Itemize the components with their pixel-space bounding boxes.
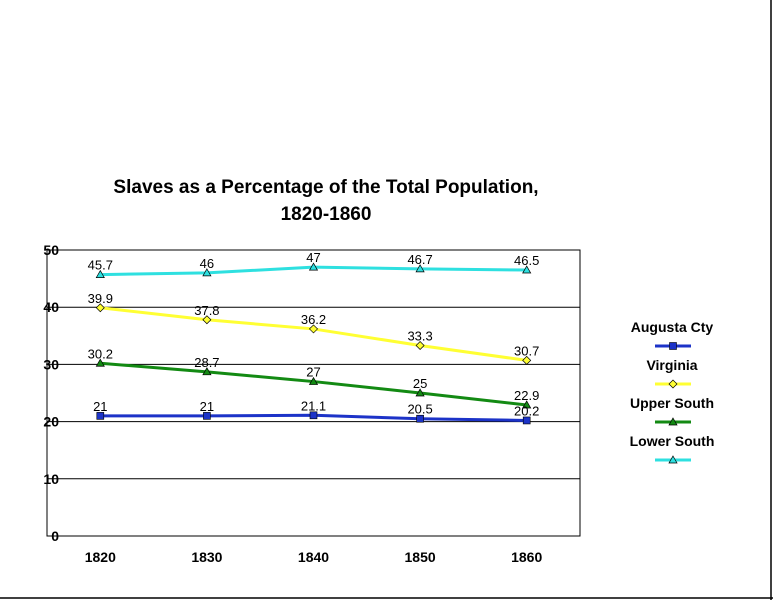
y-axis-ticks: 0 10 20 30 40 50	[43, 242, 59, 544]
x-tick-label: 1850	[405, 549, 436, 565]
legend-entry-augusta-cty: Augusta Cty	[631, 319, 714, 350]
y-tick-label: 30	[43, 356, 59, 372]
data-label-augusta-cty: 21	[93, 399, 107, 414]
legend-label: Upper South	[630, 395, 714, 411]
legend: Augusta Cty Virginia Upper South Lower Sout…	[630, 319, 715, 464]
data-label-virginia: 37.8	[194, 303, 219, 318]
legend-label: Lower South	[630, 433, 715, 449]
x-tick-label: 1830	[191, 549, 222, 565]
data-point-upper-south	[522, 400, 532, 409]
x-tick-label: 1820	[85, 549, 116, 565]
data-label-lower-south: 46.7	[407, 252, 432, 267]
data-labels: 21 21 21.1 20.5 20.2 39.9 37.8 36.2 33.3 30.7 30.2…	[88, 250, 540, 418]
data-point-virginia	[95, 303, 105, 313]
series-lines	[95, 262, 532, 425]
data-label-lower-south: 45.7	[88, 258, 113, 273]
data-label-virginia: 30.7	[514, 343, 539, 358]
data-point-virginia	[202, 315, 212, 325]
data-label-lower-south: 46.5	[514, 253, 539, 268]
x-tick-label: 1840	[298, 549, 329, 565]
y-tick-label: 10	[43, 471, 59, 487]
legend-swatch-marker	[669, 342, 677, 350]
data-label-virginia: 33.3	[407, 329, 432, 344]
data-point-upper-south	[308, 376, 319, 385]
gridlines	[47, 306, 580, 480]
data-point-augusta-cty	[522, 416, 531, 425]
legend-swatch-marker	[668, 417, 678, 426]
y-tick-label: 40	[43, 299, 59, 315]
series-upper-south	[95, 358, 532, 409]
data-label-virginia: 39.9	[88, 291, 113, 306]
data-label-upper-south: 30.2	[88, 346, 113, 361]
legend-entry-upper-south: Upper South	[630, 395, 714, 426]
data-point-virginia	[415, 341, 425, 351]
data-label-augusta-cty: 20.5	[407, 402, 432, 417]
data-label-upper-south: 27	[306, 365, 320, 380]
data-point-lower-south	[308, 262, 319, 271]
data-point-lower-south	[202, 268, 212, 277]
chart-subtitle: 1820-1860	[281, 204, 372, 225]
data-point-upper-south	[202, 367, 212, 376]
legend-label: Virginia	[646, 357, 697, 373]
legend-entry-lower-south: Lower South	[630, 433, 715, 464]
legend-entry-virginia: Virginia	[646, 357, 698, 389]
data-label-virginia: 36.2	[301, 312, 326, 327]
data-point-lower-south	[415, 264, 425, 273]
series-lower-south	[95, 262, 532, 278]
data-point-lower-south	[95, 269, 105, 278]
data-label-lower-south: 46	[200, 256, 214, 271]
data-label-augusta-cty: 20.2	[514, 403, 539, 418]
x-tick-label: 1860	[511, 549, 542, 565]
legend-swatch-marker	[668, 455, 678, 464]
data-point-virginia	[522, 355, 532, 365]
data-label-upper-south: 22.9	[514, 388, 539, 403]
data-point-augusta-cty	[96, 412, 105, 420]
plot-area	[46, 249, 581, 537]
data-point-augusta-cty	[416, 414, 424, 423]
data-label-augusta-cty: 21.1	[301, 398, 326, 413]
legend-swatch-marker	[668, 379, 678, 389]
data-point-virginia	[309, 324, 318, 334]
y-tick-label: 0	[51, 528, 59, 544]
y-tick-label: 20	[43, 414, 59, 430]
legend-label: Augusta Cty	[631, 319, 714, 335]
chart-title: Slaves as a Percentage of the Total Popu…	[113, 177, 538, 198]
y-tick-label: 50	[43, 242, 59, 258]
data-point-upper-south	[415, 388, 425, 397]
data-label-upper-south: 25	[413, 376, 427, 391]
x-axis-ticks: 1820 1830 1840 1850 1860	[85, 549, 543, 565]
series-augusta-cty	[96, 411, 531, 425]
data-point-augusta-cty	[203, 412, 211, 420]
data-point-upper-south	[95, 358, 105, 367]
data-label-lower-south: 47	[306, 250, 320, 265]
data-point-augusta-cty	[309, 411, 318, 420]
data-point-lower-south	[522, 265, 532, 274]
series-virginia	[95, 303, 532, 365]
data-label-upper-south: 28.7	[194, 355, 219, 370]
data-label-augusta-cty: 21	[200, 399, 214, 414]
